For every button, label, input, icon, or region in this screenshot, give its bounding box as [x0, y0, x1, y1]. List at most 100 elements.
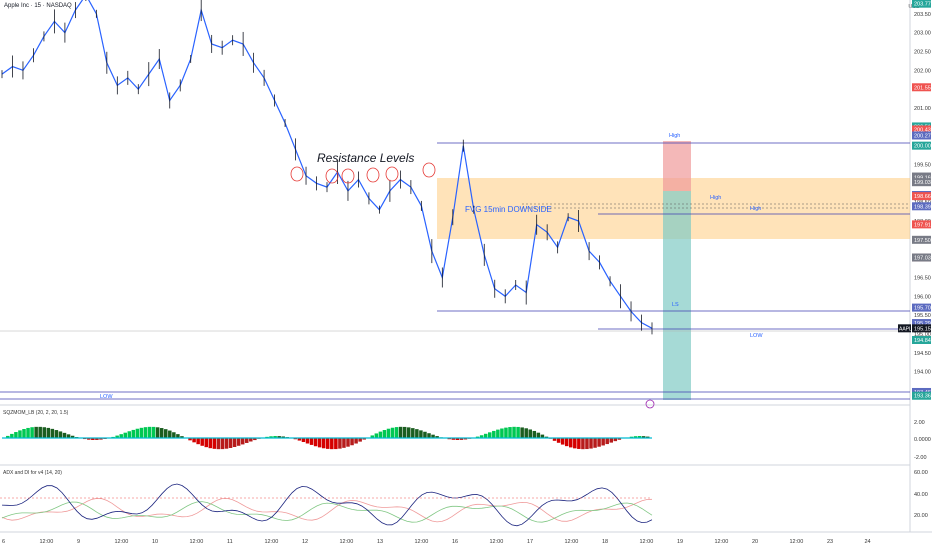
- sqz-bar: [508, 427, 512, 438]
- sqz-bar: [188, 438, 192, 441]
- price-tick-label: 202.00: [914, 68, 931, 74]
- price-badge: [912, 324, 931, 333]
- di-minus-line: [1, 497, 653, 523]
- high-label-2: High: [710, 195, 721, 201]
- time-tick-label: 12:00: [490, 539, 504, 545]
- fvg-label: FVG 15min DOWNSIDE: [465, 205, 552, 214]
- sqz-bar: [135, 428, 140, 438]
- sqz-bar: [516, 426, 520, 438]
- resistance-circle-3[interactable]: [341, 168, 355, 184]
- sqz-bar: [26, 427, 30, 438]
- squeeze-momentum-histogram[interactable]: [2, 426, 652, 450]
- target-zone[interactable]: [663, 191, 691, 400]
- sqz-bar: [593, 438, 597, 448]
- sqz-axis: 2.00 0.0000 -2.00: [914, 420, 931, 461]
- time-tick-label: 16: [452, 539, 458, 545]
- time-tick-label: 17: [527, 539, 533, 545]
- time-tick-label: 18: [602, 539, 608, 545]
- price-badge: [912, 178, 931, 187]
- sqz-bar: [131, 429, 136, 438]
- sqz-bar: [253, 438, 257, 441]
- sqz-bar: [245, 438, 249, 443]
- sqz-bar: [309, 438, 314, 445]
- sqz-title[interactable]: SQZMOM_LB (20, 2, 20, 1.5): [3, 410, 69, 416]
- resistance-circle-1[interactable]: [290, 166, 304, 182]
- sqz-bar: [91, 438, 95, 440]
- sqz-bar: [605, 438, 609, 445]
- resistance-circle-4[interactable]: [366, 167, 380, 183]
- sqz-bar: [617, 438, 622, 440]
- sqz-bar: [427, 433, 431, 438]
- sqz-bar: [305, 438, 310, 444]
- sqz-bar: [34, 426, 38, 438]
- high-label-1: High: [669, 133, 680, 139]
- sqz-bar: [180, 436, 184, 438]
- time-tick-label: 23: [827, 539, 833, 545]
- ls-label: LS: [672, 302, 679, 308]
- price-badge: [912, 202, 931, 211]
- price-series[interactable]: [1, 0, 653, 335]
- price-badge: [912, 235, 931, 244]
- sqz-bar: [330, 438, 334, 450]
- price-badge-label: 197.50: [914, 238, 931, 244]
- time-axis[interactable]: 6 12:00 9 12:00 10 12:00 11 12:00 12 12:00 13 12:00…: [2, 539, 871, 545]
- replay-marker-icon[interactable]: [645, 399, 655, 409]
- sqz-bar: [589, 438, 593, 449]
- adx-lines[interactable]: [1, 483, 653, 527]
- sqz-bar: [386, 428, 391, 438]
- sqz-bar: [54, 430, 59, 438]
- sqz-bar: [99, 438, 103, 440]
- sqz-bar: [500, 428, 504, 438]
- adx-title[interactable]: ADX and DI for v4 (14, 20): [3, 470, 62, 476]
- sqz-bar: [313, 438, 318, 447]
- sqz-bar: [524, 428, 528, 438]
- sqz-bar: [216, 438, 221, 450]
- sqz-bar: [220, 438, 225, 450]
- time-tick-label: 13: [377, 539, 383, 545]
- sqz-bar: [564, 438, 569, 447]
- sqz-bar: [382, 430, 387, 438]
- resistance-circle-5[interactable]: [385, 166, 399, 182]
- price-badge: [912, 0, 931, 8]
- sqz-bar: [172, 432, 176, 438]
- sqz-bar: [147, 426, 152, 438]
- sqz-bar: [435, 436, 439, 438]
- price-badge: [912, 141, 931, 150]
- stop-zone[interactable]: [663, 141, 691, 191]
- sqz-bar: [447, 438, 451, 440]
- sqz-bar: [249, 438, 253, 442]
- time-tick-label: 19: [677, 539, 683, 545]
- price-badge: [912, 253, 931, 262]
- sqz-bar: [398, 426, 403, 438]
- sqz-bar: [159, 428, 164, 438]
- resistance-circle-2[interactable]: [325, 168, 339, 184]
- resistance-markers[interactable]: [290, 162, 436, 184]
- price-badge-label: 200.27: [914, 133, 931, 139]
- sqz-bar: [479, 435, 484, 438]
- high-label-3: High: [750, 206, 761, 212]
- price-badge-label: 197.91: [914, 222, 931, 228]
- di-plus-line: [1, 501, 653, 523]
- sqz-bar: [224, 438, 229, 449]
- sqz-bar: [451, 438, 456, 440]
- sqz-bar: [22, 429, 26, 438]
- time-tick-label: 12:00: [640, 539, 654, 545]
- time-tick-label: 10: [152, 539, 158, 545]
- time-tick-label: 12:00: [565, 539, 579, 545]
- price-badge-label: 198.39: [914, 204, 931, 210]
- sqz-bar: [281, 436, 285, 438]
- price-badge: [912, 220, 931, 229]
- time-tick-label: 12:00: [40, 539, 54, 545]
- sqz-bar: [402, 426, 407, 438]
- sqz-bar: [46, 427, 51, 438]
- price-badge: [912, 391, 931, 400]
- sqz-bar: [613, 438, 618, 442]
- sqz-bar: [115, 435, 119, 438]
- price-tick-label: 195.50: [914, 313, 931, 319]
- sqz-bar: [459, 438, 464, 440]
- price-badge: [912, 173, 931, 182]
- sqz-bar: [431, 434, 435, 438]
- resistance-circle-6[interactable]: [422, 162, 436, 178]
